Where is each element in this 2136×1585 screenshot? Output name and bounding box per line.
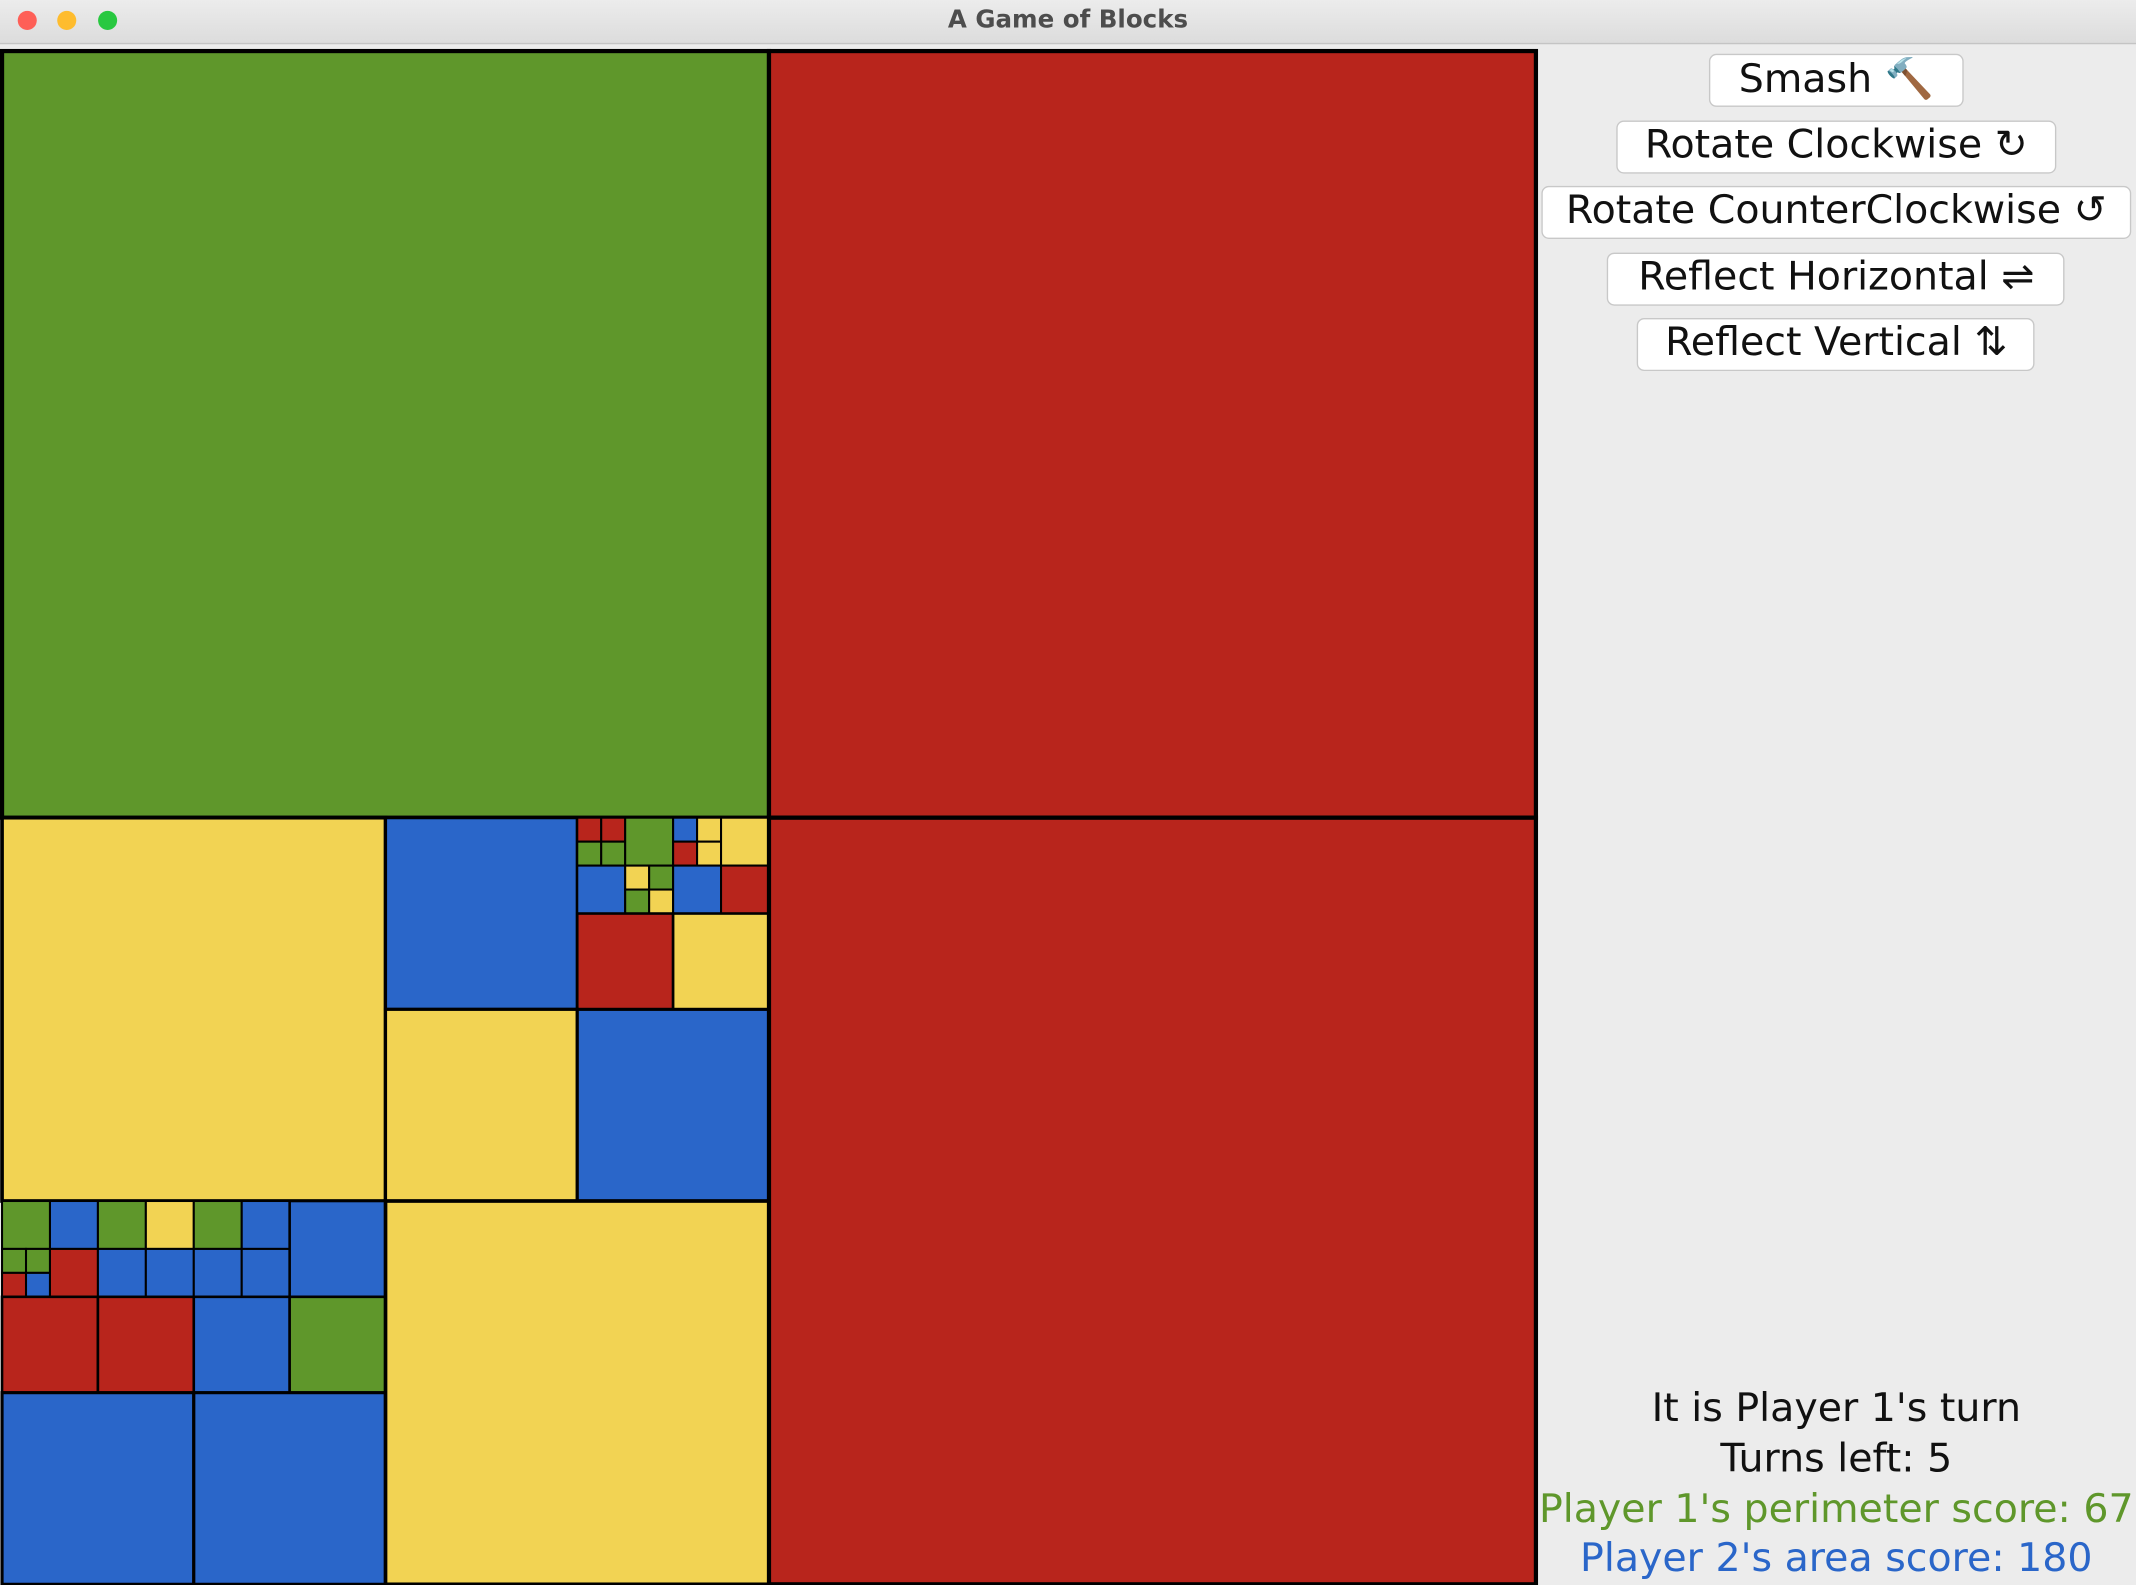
block[interactable] [766, 48, 1539, 820]
block[interactable] [672, 816, 699, 843]
title-bar [0, 0, 2136, 44]
window-title: A Game of Blocks [948, 4, 1188, 33]
block[interactable] [576, 816, 603, 843]
block[interactable] [24, 1271, 51, 1298]
button[interactable]: Smash 🔨 [1708, 53, 1964, 107]
block[interactable] [96, 1199, 147, 1250]
block[interactable] [383, 1199, 771, 1585]
block[interactable] [576, 864, 627, 915]
button-label: Reflect Horizontal ⇌ [1638, 254, 2034, 300]
block[interactable] [696, 816, 723, 843]
button[interactable]: Rotate CounterClockwise ↺ [1541, 185, 2132, 239]
block[interactable] [288, 1199, 387, 1299]
block[interactable] [575, 1007, 771, 1203]
close-button[interactable] [17, 10, 37, 30]
block[interactable] [600, 816, 627, 843]
button-label: Rotate Clockwise ↻ [1645, 122, 2028, 168]
block[interactable] [672, 840, 699, 867]
button[interactable]: Reflect Horizontal ⇌ [1606, 252, 2065, 306]
block[interactable] [192, 1247, 243, 1298]
block[interactable] [240, 1247, 291, 1298]
block[interactable] [240, 1199, 291, 1250]
block[interactable] [144, 1199, 195, 1250]
block[interactable] [24, 1247, 51, 1274]
block[interactable] [192, 1295, 291, 1394]
block[interactable] [192, 1391, 388, 1585]
block[interactable] [383, 1007, 579, 1203]
turns-left: Turns left: 5 [1719, 1436, 1952, 1482]
block[interactable] [1, 1271, 28, 1298]
zoom-button[interactable] [98, 10, 118, 30]
block[interactable] [383, 816, 579, 1011]
block[interactable] [575, 912, 675, 1011]
block[interactable] [648, 864, 675, 891]
player2-score: Player 2's area score: 180 [1580, 1535, 2093, 1581]
button[interactable]: Reflect Vertical ⇅ [1636, 317, 2035, 372]
block[interactable] [0, 815, 388, 1203]
block[interactable] [48, 1199, 99, 1250]
block[interactable] [1, 1199, 51, 1250]
block[interactable] [766, 815, 1539, 1585]
board[interactable] [0, 48, 1539, 1585]
block[interactable] [696, 840, 723, 867]
turn-text: It is Player 1's turn [1652, 1385, 2021, 1431]
button-label: Rotate CounterClockwise ↺ [1566, 187, 2107, 233]
block[interactable] [624, 816, 675, 867]
block[interactable] [144, 1247, 195, 1298]
block[interactable] [48, 1247, 99, 1298]
block[interactable] [0, 1391, 196, 1585]
block[interactable] [624, 864, 651, 891]
player1-score: Player 1's perimeter score: 67 [1539, 1486, 2134, 1532]
block[interactable] [624, 888, 651, 915]
block[interactable] [672, 864, 723, 915]
minimize-button[interactable] [57, 10, 77, 30]
block[interactable] [0, 48, 772, 820]
block[interactable] [96, 1247, 147, 1298]
block[interactable] [288, 1295, 387, 1394]
button[interactable]: Rotate Clockwise ↻ [1616, 120, 2057, 174]
button-label: Reflect Vertical ⇅ [1665, 319, 2007, 365]
block[interactable] [671, 912, 771, 1011]
button-label: Smash 🔨 [1739, 56, 1934, 102]
block[interactable] [720, 864, 771, 915]
block[interactable] [600, 840, 627, 867]
block[interactable] [192, 1199, 243, 1250]
block[interactable] [96, 1295, 196, 1394]
block[interactable] [0, 1295, 100, 1394]
block[interactable] [720, 816, 771, 867]
block[interactable] [648, 888, 675, 915]
block[interactable] [576, 840, 603, 867]
block[interactable] [1, 1247, 28, 1274]
